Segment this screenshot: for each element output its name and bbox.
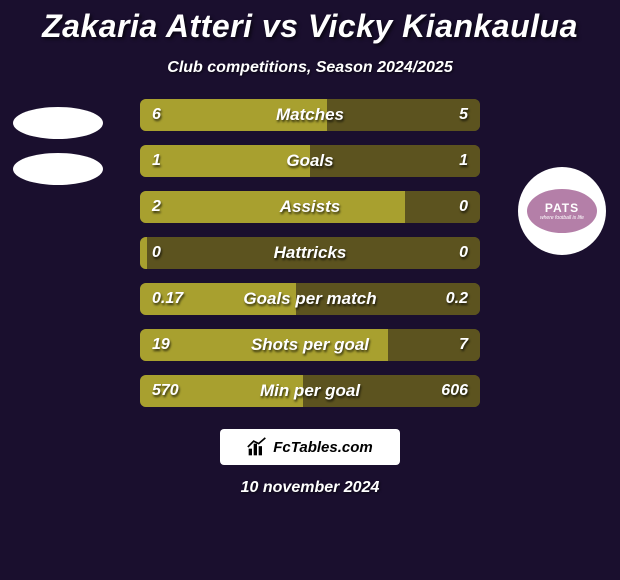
stat-bar-right	[296, 283, 480, 315]
stat-row: Hattricks00	[140, 237, 480, 269]
stat-row: Shots per goal197	[140, 329, 480, 361]
pats-logo-text: PATS	[545, 201, 579, 215]
stat-bar-right	[327, 99, 480, 131]
team-badge-icon: PATS where football is life	[518, 167, 606, 255]
stat-bar-right	[405, 191, 480, 223]
stat-bar-right	[388, 329, 480, 361]
team-badge-icon	[13, 107, 103, 139]
stat-row: Assists20	[140, 191, 480, 223]
stat-bar-left	[140, 237, 147, 269]
pats-logo-tagline: where football is life	[540, 215, 584, 221]
stats-bars: Matches65 Goals11 Assists20 Hattricks00 Goal…	[140, 99, 480, 407]
brand-text: FcTables.com	[273, 439, 372, 456]
stat-row: Goals per match0.170.2	[140, 283, 480, 315]
stat-bar-right	[310, 145, 480, 177]
left-player-badges	[8, 107, 108, 185]
stat-bar-right	[303, 375, 480, 407]
page-subtitle: Club competitions, Season 2024/2025	[0, 59, 620, 77]
page-title: Zakaria Atteri vs Vicky Kiankaulua	[0, 0, 620, 45]
footer-date: 10 november 2024	[0, 479, 620, 497]
stat-row: Matches65	[140, 99, 480, 131]
stat-bar-left	[140, 99, 327, 131]
stat-bar-right	[147, 237, 480, 269]
team-badge-icon	[13, 153, 103, 185]
stat-bar-left	[140, 191, 405, 223]
stat-bar-left	[140, 145, 310, 177]
stat-row: Min per goal570606	[140, 375, 480, 407]
right-player-badges: PATS where football is life	[512, 107, 612, 255]
stat-bar-left	[140, 283, 296, 315]
comparison-panel: PATS where football is life Matches65 Goa…	[0, 99, 620, 407]
stat-row: Goals11	[140, 145, 480, 177]
stat-bar-left	[140, 375, 303, 407]
stat-bar-left	[140, 329, 388, 361]
brand-footer[interactable]: FcTables.com	[220, 429, 400, 465]
bar-chart-icon	[247, 437, 267, 457]
pats-logo-icon: PATS where football is life	[527, 189, 597, 233]
